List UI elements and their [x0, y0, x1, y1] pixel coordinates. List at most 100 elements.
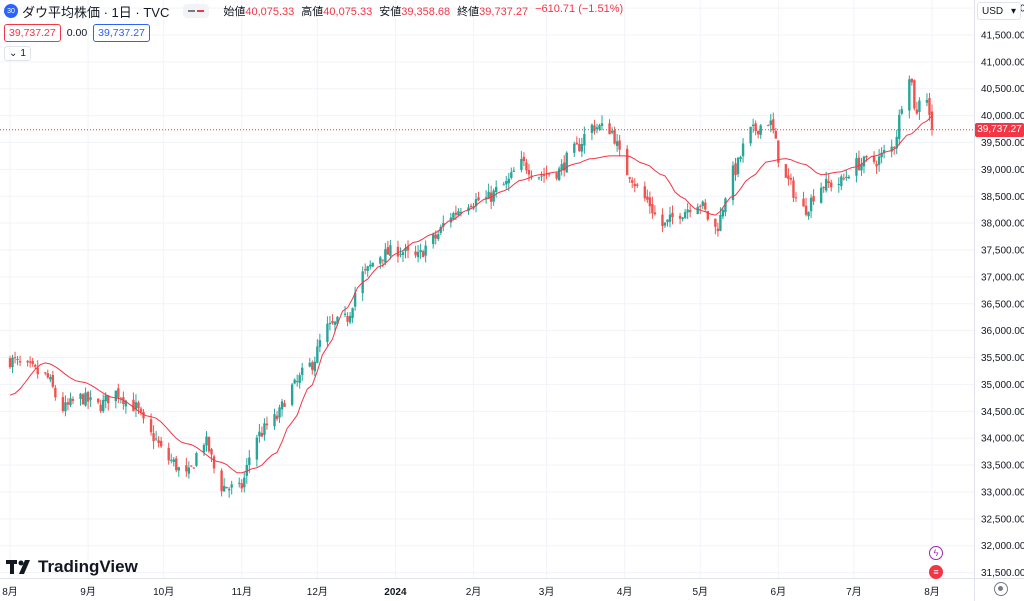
- candle-body: [273, 414, 276, 427]
- last-price-label: 39,737.27: [975, 122, 1024, 137]
- candle-body: [343, 313, 347, 315]
- tradingview-logo[interactable]: TradingView: [6, 557, 138, 577]
- candle-body: [11, 357, 14, 368]
- candle-body: [686, 209, 689, 213]
- candle-body: [688, 209, 692, 213]
- candle-body: [351, 308, 354, 319]
- candle-body: [353, 292, 357, 307]
- x-tick-label: 10月: [153, 586, 174, 598]
- candle-body: [487, 191, 490, 199]
- candle-body: [238, 482, 241, 484]
- candle-body: [751, 124, 755, 127]
- candle-body: [898, 114, 901, 139]
- candle-body: [893, 147, 896, 149]
- currency-select[interactable]: USD ▾: [977, 2, 1021, 20]
- candle-body: [49, 377, 52, 380]
- candle-body: [756, 130, 760, 135]
- candle-body: [437, 234, 440, 240]
- candle-body: [293, 379, 296, 384]
- symbol-title[interactable]: ダウ平均株価 · 1日 · TVC: [22, 4, 170, 20]
- candle-body: [404, 248, 407, 252]
- candle-body: [484, 197, 488, 199]
- candle-body: [741, 143, 745, 157]
- indicators-collapse-button[interactable]: ⌄ 1: [4, 46, 31, 61]
- x-tick-label: 4月: [617, 586, 633, 598]
- gear-icon[interactable]: [994, 582, 1008, 596]
- candle-body: [777, 140, 780, 163]
- candle-body: [633, 183, 636, 187]
- candle-body: [139, 408, 143, 413]
- candle-body: [510, 172, 513, 178]
- candle-body: [346, 316, 349, 322]
- buy-price-button[interactable]: 39,737.27: [93, 24, 150, 42]
- candle-body: [328, 323, 332, 325]
- candle-body: [804, 205, 808, 215]
- low-value: 39,358.68: [401, 6, 451, 18]
- candle-body: [830, 182, 833, 188]
- candle-body: [61, 397, 65, 411]
- candle-body: [625, 148, 629, 176]
- x-tick-label: 2024: [384, 587, 407, 598]
- candle-body: [348, 315, 352, 323]
- candle-body: [44, 372, 47, 374]
- candle-body: [767, 125, 770, 127]
- y-tick-label: 38,500.00: [981, 192, 1024, 203]
- x-tick-label: 6月: [771, 586, 787, 598]
- sell-price-button[interactable]: 39,737.27: [4, 24, 61, 42]
- candle-body: [837, 183, 840, 186]
- candle-body: [542, 174, 546, 176]
- candle-body: [522, 156, 526, 162]
- candle-body: [290, 384, 294, 405]
- candle-body: [442, 222, 445, 227]
- x-tick-label: 11月: [232, 586, 252, 598]
- candle-body: [26, 360, 29, 363]
- y-tick-label: 31,500.00: [981, 568, 1024, 579]
- chevron-down-icon: ▾: [1010, 5, 1016, 17]
- candle-body: [172, 459, 175, 463]
- close-value: 39,737.27: [479, 6, 529, 18]
- x-tick-label: 9月: [80, 586, 96, 598]
- candle-body: [613, 130, 616, 144]
- candle-body: [787, 175, 790, 180]
- candle-body: [824, 179, 828, 191]
- candle-body: [187, 467, 191, 474]
- candle-body: [159, 440, 163, 447]
- flash-event-icon[interactable]: ϟ: [929, 546, 943, 560]
- candle-body: [789, 177, 793, 180]
- candle-body: [371, 262, 374, 267]
- candle-body: [845, 176, 848, 178]
- candle-body: [681, 217, 684, 220]
- visibility-toggle-icon[interactable]: [183, 4, 210, 18]
- candle-body: [333, 321, 337, 325]
- candle-body: [230, 484, 233, 488]
- candle-body: [255, 437, 259, 460]
- y-tick-label: 32,500.00: [981, 514, 1024, 525]
- candle-body: [918, 100, 921, 112]
- x-tick-label: 12月: [307, 586, 328, 598]
- candle-body: [608, 123, 611, 135]
- candle-body: [600, 123, 604, 126]
- candle-body: [792, 180, 795, 198]
- candle-body: [152, 433, 155, 442]
- candle-body: [719, 214, 722, 231]
- candle-body: [8, 358, 12, 368]
- candle-body: [696, 206, 699, 214]
- candle-body: [469, 205, 473, 208]
- candle-body: [283, 403, 286, 407]
- candle-body: [386, 247, 390, 255]
- candle-body: [628, 177, 631, 179]
- us-flag-event-icon[interactable]: ≡: [929, 565, 943, 579]
- candle-body: [666, 219, 669, 223]
- candle-body: [414, 251, 417, 256]
- candle-body: [99, 404, 102, 412]
- candle-body: [530, 175, 533, 177]
- candle-body: [457, 211, 460, 216]
- candle-body: [263, 423, 266, 435]
- candle-body: [565, 152, 568, 173]
- candle-body: [512, 170, 516, 172]
- candle-body: [175, 458, 178, 471]
- moving-average-line: [9, 115, 933, 474]
- candle-body: [749, 126, 752, 144]
- candle-body: [701, 201, 704, 206]
